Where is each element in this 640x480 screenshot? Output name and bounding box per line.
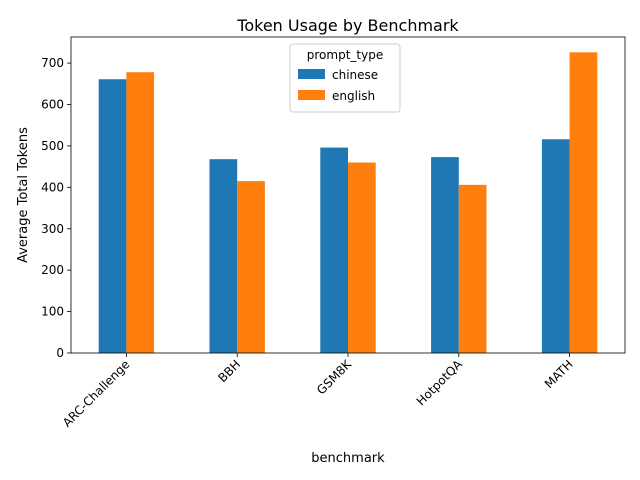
y-tick-label: 0 [56,346,64,360]
bar-english-hotpotqa [458,184,487,353]
x-tick-label: GSM8K [314,356,355,397]
y-tick-label: 600 [41,98,64,112]
y-tick-label: 500 [41,139,64,153]
x-tick-label: HotpotQA [414,357,466,409]
x-tick-label: ARC-Challenge [60,357,133,430]
x-axis-label: benchmark [311,451,385,466]
bars-group [98,52,598,353]
bar-chinese-bbh [209,159,238,353]
bar-english-math [569,52,598,353]
bar-english-arc-challenge [126,72,155,353]
y-tick-label: 400 [41,180,64,194]
bar-chinese-math [541,139,570,353]
y-tick-label: 100 [41,305,64,319]
x-tick-label: MATH [542,357,576,391]
x-tick-label: BBH [215,357,243,385]
bar-chinese-arc-challenge [98,79,127,353]
plot-frame [70,36,626,354]
bar-chinese-gsm8k [320,147,348,353]
chart-title: Token Usage by Benchmark [236,16,459,35]
y-tick-label: 200 [41,263,64,277]
y-axis-label: Average Total Tokens [16,127,31,263]
legend-swatch-english [298,90,325,100]
bar-english-gsm8k [348,162,376,353]
y-tick-label: 300 [41,222,64,236]
legend-swatch-chinese [298,69,325,79]
bar-english-bbh [237,181,265,353]
y-tick-label: 700 [41,56,64,70]
bar-chinese-hotpotqa [431,157,459,353]
x-axis: ARC-Challenge BBH GSM8K HotpotQA MATH [60,353,576,430]
y-axis: 0 100 200 300 400 500 600 700 [41,56,71,360]
legend-entry-english: english [332,89,375,103]
legend-title: prompt_type [307,48,383,62]
legend-entry-chinese: chinese [332,68,378,82]
